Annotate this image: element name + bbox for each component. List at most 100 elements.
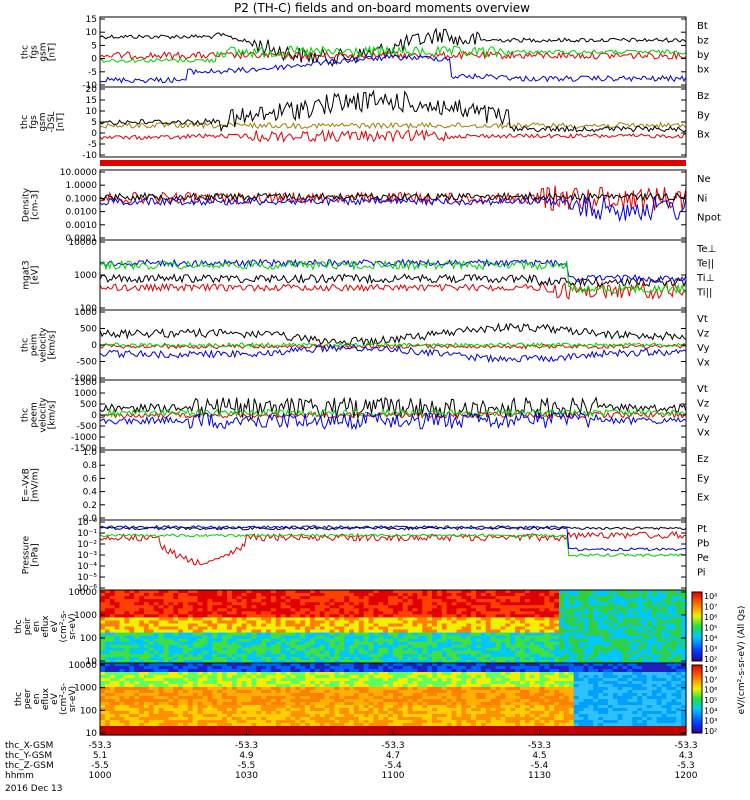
- spectrogram-cell: [363, 726, 370, 730]
- spectrogram-cell: [544, 623, 550, 628]
- panel-density: 10.00001.00000.10000.01000.00100.0001Den…: [22, 168, 721, 244]
- spectrogram-cell: [266, 605, 272, 609]
- spectrogram-cell: [549, 647, 555, 652]
- spectrogram-cell: [402, 717, 409, 721]
- spectrogram-cell: [534, 614, 541, 618]
- spectrogram-cell: [441, 726, 448, 730]
- spectrogram-cell: [681, 620, 687, 624]
- spectrogram-cell: [114, 635, 121, 640]
- spectrogram-cell: [300, 687, 306, 691]
- spectrogram-cell: [534, 629, 541, 634]
- spectrogram-cell: [353, 678, 360, 682]
- spectrogram-cell: [510, 605, 516, 609]
- spectrogram-cell: [681, 608, 687, 612]
- spectrogram-cell: [222, 590, 228, 594]
- spectrogram-cell: [183, 723, 189, 727]
- y-tick-label: -1000: [71, 374, 97, 384]
- spectrogram-cell: [373, 729, 379, 733]
- spectrogram-cell: [109, 641, 116, 646]
- spectrogram-cell: [275, 732, 282, 736]
- spectrogram-cell: [192, 644, 199, 649]
- spectrogram-cell: [143, 596, 150, 600]
- spectrogram-cell: [393, 602, 399, 606]
- spectrogram-cell: [251, 684, 257, 688]
- spectrogram-cell: [490, 611, 497, 615]
- spectrogram-cell: [495, 626, 502, 631]
- spectrogram-cell: [192, 699, 199, 703]
- spectrogram-cell: [344, 672, 350, 676]
- spectrogram-cell: [358, 708, 365, 712]
- spectrogram-cell: [622, 644, 628, 649]
- spectrogram-cell: [344, 705, 350, 709]
- spectrogram-cell: [183, 687, 189, 691]
- spectrogram-cell: [290, 590, 296, 594]
- spectrogram-cell: [168, 614, 174, 618]
- spectrogram-cell: [612, 653, 619, 658]
- spectrogram-cell: [573, 626, 580, 631]
- spectrogram-cell: [251, 635, 257, 640]
- spectrogram-cell: [627, 623, 633, 628]
- spectrogram-cell: [515, 632, 521, 637]
- spectrogram-cell: [471, 611, 477, 615]
- spectrogram-cell: [432, 632, 438, 637]
- spectrogram-cell: [500, 653, 506, 658]
- spectrogram-cell: [192, 623, 199, 628]
- spectrogram-cell: [241, 720, 248, 724]
- spectrogram-cell: [241, 723, 248, 727]
- spectrogram-cell: [363, 660, 370, 664]
- spectrogram-cell: [559, 644, 565, 649]
- trace-fgs-dsl-By: [99, 128, 687, 144]
- spectrogram-cell: [109, 647, 116, 652]
- spectrogram-cell: [671, 641, 677, 646]
- spectrogram-cell: [388, 623, 394, 628]
- spectrogram-cell: [275, 666, 282, 670]
- spectrogram-cell: [573, 641, 580, 646]
- spectrogram-cell: [114, 608, 121, 612]
- spectrogram-cell: [681, 611, 687, 615]
- spectrogram-cell: [222, 720, 228, 724]
- spectrogram-cell: [329, 638, 335, 643]
- spectrogram-cell: [310, 632, 316, 637]
- spectrogram-cell: [148, 705, 155, 709]
- spectrogram-cell: [642, 620, 648, 624]
- spectrogram-cell: [539, 608, 545, 612]
- spectrogram-cell: [310, 711, 316, 715]
- spectrogram-cell: [603, 629, 609, 634]
- spectrogram-cell: [656, 602, 663, 606]
- spectrogram-cell: [251, 641, 257, 646]
- spectrogram-cell: [412, 723, 418, 727]
- spectrogram-cell: [676, 638, 682, 643]
- spectrogram-cell: [373, 611, 379, 615]
- spectrogram-cell: [358, 717, 365, 721]
- spectrogram-cell: [368, 590, 375, 594]
- spectrogram-cell: [192, 705, 199, 709]
- spectrogram-cell: [168, 690, 174, 694]
- spectrogram-cell: [378, 702, 384, 706]
- spectrogram-cell: [153, 599, 160, 603]
- trace-peim-Vt: [99, 322, 687, 347]
- spectrogram-cell: [236, 623, 243, 628]
- spectrogram-cell: [251, 702, 257, 706]
- spectrogram-cell: [143, 714, 150, 718]
- spectrogram-cell: [153, 650, 160, 655]
- spectrogram-cell: [153, 611, 160, 615]
- spectrogram-cell: [178, 605, 184, 609]
- spectrogram-cell: [256, 611, 262, 615]
- spectrogram-cell: [251, 699, 257, 703]
- spectrogram-cell: [178, 596, 184, 600]
- spectrogram-cell: [305, 626, 311, 631]
- spectrogram-cell: [393, 720, 399, 724]
- spectrogram-cell: [397, 650, 404, 655]
- spectrogram-cell: [402, 593, 409, 597]
- spectrogram-cell: [187, 702, 194, 706]
- spectrogram-cell: [104, 644, 111, 649]
- spectrogram-cell: [202, 626, 209, 631]
- spectrogram-cell: [432, 723, 438, 727]
- spectrogram-cell: [661, 660, 668, 664]
- spectrogram-cell: [236, 660, 243, 664]
- spectrogram-cell: [324, 602, 331, 606]
- spectrogram-cell: [412, 687, 418, 691]
- spectrogram-cell: [383, 681, 389, 685]
- spectrogram-cell: [617, 660, 624, 664]
- spectrogram-cell: [305, 599, 311, 603]
